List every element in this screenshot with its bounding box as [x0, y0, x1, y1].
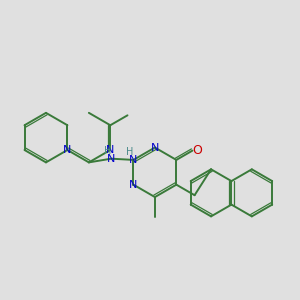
Text: H: H	[126, 147, 134, 157]
Text: H: H	[104, 146, 111, 156]
Text: N: N	[151, 142, 159, 152]
Text: O: O	[192, 144, 202, 157]
Text: N: N	[106, 145, 115, 155]
Text: N: N	[107, 154, 116, 164]
Text: N: N	[129, 155, 138, 165]
Text: N: N	[63, 145, 72, 155]
Text: N: N	[129, 180, 138, 190]
